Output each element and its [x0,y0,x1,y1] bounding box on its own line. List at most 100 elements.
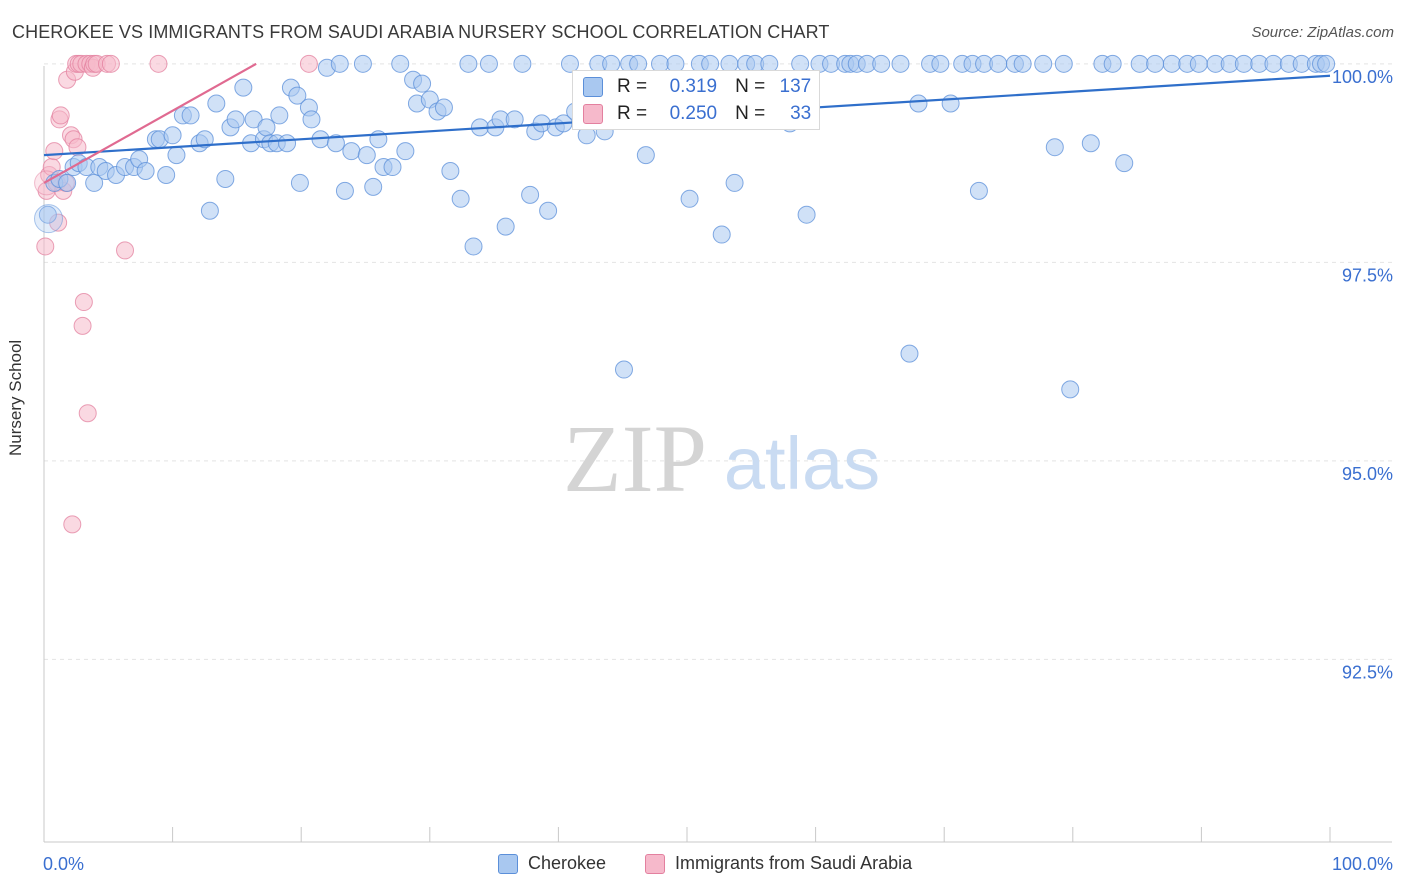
n-label: N = [735,103,766,124]
cherokee-point [900,344,919,363]
cherokee-point [195,130,214,149]
source-credit: Source: ZipAtlas.com [1251,24,1394,41]
cherokee-point [207,94,226,113]
cherokee-point [1061,380,1080,399]
cherokee-point [797,205,816,224]
n-value: 33 [790,103,812,124]
cherokee-point [989,54,1008,73]
legend-swatch-cherokee [498,853,518,874]
cherokee-point [513,54,532,73]
saudi-point [78,404,97,423]
x-tick-label: 0.0% [43,854,84,874]
x-tick-label: 100.0% [1332,854,1393,874]
tick-labels: 92.5% 95.0% 97.5% 100.0% 0.0% 100.0% [43,67,1393,874]
cherokee-point [1234,54,1253,73]
cherokee-point [200,201,219,220]
saudi-trend-line [43,62,257,184]
r-value: 0.319 [669,76,718,97]
stats-row-cherokee: R = 0.319 N = 137 [583,74,811,100]
saudi-point [299,54,318,73]
cherokee-point [163,126,182,145]
cherokee-point [342,142,361,161]
cherokee-point [1013,54,1032,73]
watermark: ZIP atlas [563,405,880,512]
cherokee-point [167,146,186,165]
cherokee-point [353,54,372,73]
cherokee-point [496,217,515,236]
cherokee-point [383,158,402,177]
cherokee-point [391,54,410,73]
cherokee-point [396,142,415,161]
cherokee-point [335,181,354,200]
cherokee-point [357,146,376,165]
cherokee-point [1162,54,1181,73]
cherokee-point [302,110,321,129]
cherokee-point [464,237,483,256]
saudi-point [36,237,55,256]
cherokee-point [326,134,345,153]
stats-row-saudi: R = 0.250 N = 33 [583,101,811,127]
y-tick-label: 100.0% [1332,67,1393,87]
cherokee-point [1146,54,1165,73]
cherokee-swatch [583,77,603,97]
saudi-point [73,316,92,335]
cherokee-point [1034,54,1053,73]
saudi-point [51,106,70,125]
r-label: R = [617,103,648,124]
saudi-swatch [583,104,603,124]
cherokee-point [636,146,655,165]
cherokee-point [680,189,699,208]
y-tick-label: 97.5% [1342,265,1393,285]
cherokee-point [931,54,950,73]
n-value: 137 [779,76,812,97]
legend-label-cherokee: Cherokee [528,853,607,873]
y-tick-label: 92.5% [1342,662,1393,682]
cherokee-point [1081,134,1100,153]
saudi-point [45,142,64,161]
cherokee-point [1317,54,1336,73]
cherokee-point [244,110,263,129]
watermark-atlas: atlas [724,422,880,505]
legend-item-cherokee[interactable]: Cherokee [498,853,606,874]
cherokee-point [1103,54,1122,73]
cherokee-point [521,185,540,204]
legend: Cherokee Immigrants from Saudi Arabia [0,850,1406,878]
legend-label-saudi: Immigrants from Saudi Arabia [675,853,913,873]
cherokee-point [434,98,453,117]
legend-item-saudi[interactable]: Immigrants from Saudi Arabia [645,853,912,874]
saudi-point [63,515,82,534]
cherokee-point [290,173,309,192]
stats-box: R = 0.319 N = 137 R = 0.250 N = 33 [572,70,820,130]
cherokee-point [969,181,988,200]
axes [43,66,1392,843]
cherokee-point-cluster [34,204,64,234]
cherokee-point [909,94,928,113]
cherokee-point [58,173,77,192]
cherokee-point [505,110,524,129]
cherokee-point [712,225,731,244]
cherokee-point [234,78,253,97]
cherokee-point [157,165,176,184]
cherokee-point [216,169,235,188]
cherokee-point [1115,154,1134,173]
r-label: R = [617,76,648,97]
chart-title: CHEROKEE VS IMMIGRANTS FROM SAUDI ARABIA… [12,22,830,42]
cherokee-point [891,54,910,73]
cherokee-point [872,54,891,73]
cherokee-point [278,134,297,153]
cherokee-point [479,54,498,73]
cherokee-point [725,173,744,192]
saudi-point [74,293,93,312]
cherokee-point [1189,54,1208,73]
saudi-point [149,54,168,73]
cherokee-point [1054,54,1073,73]
cherokee-point [270,106,289,125]
n-label: N = [735,76,766,97]
legend-swatch-saudi [645,853,665,874]
watermark-zip: ZIP [563,405,707,512]
cherokee-point [560,54,579,73]
cherokee-point [941,94,960,113]
cherokee-point [459,54,478,73]
cherokee-point [181,106,200,125]
